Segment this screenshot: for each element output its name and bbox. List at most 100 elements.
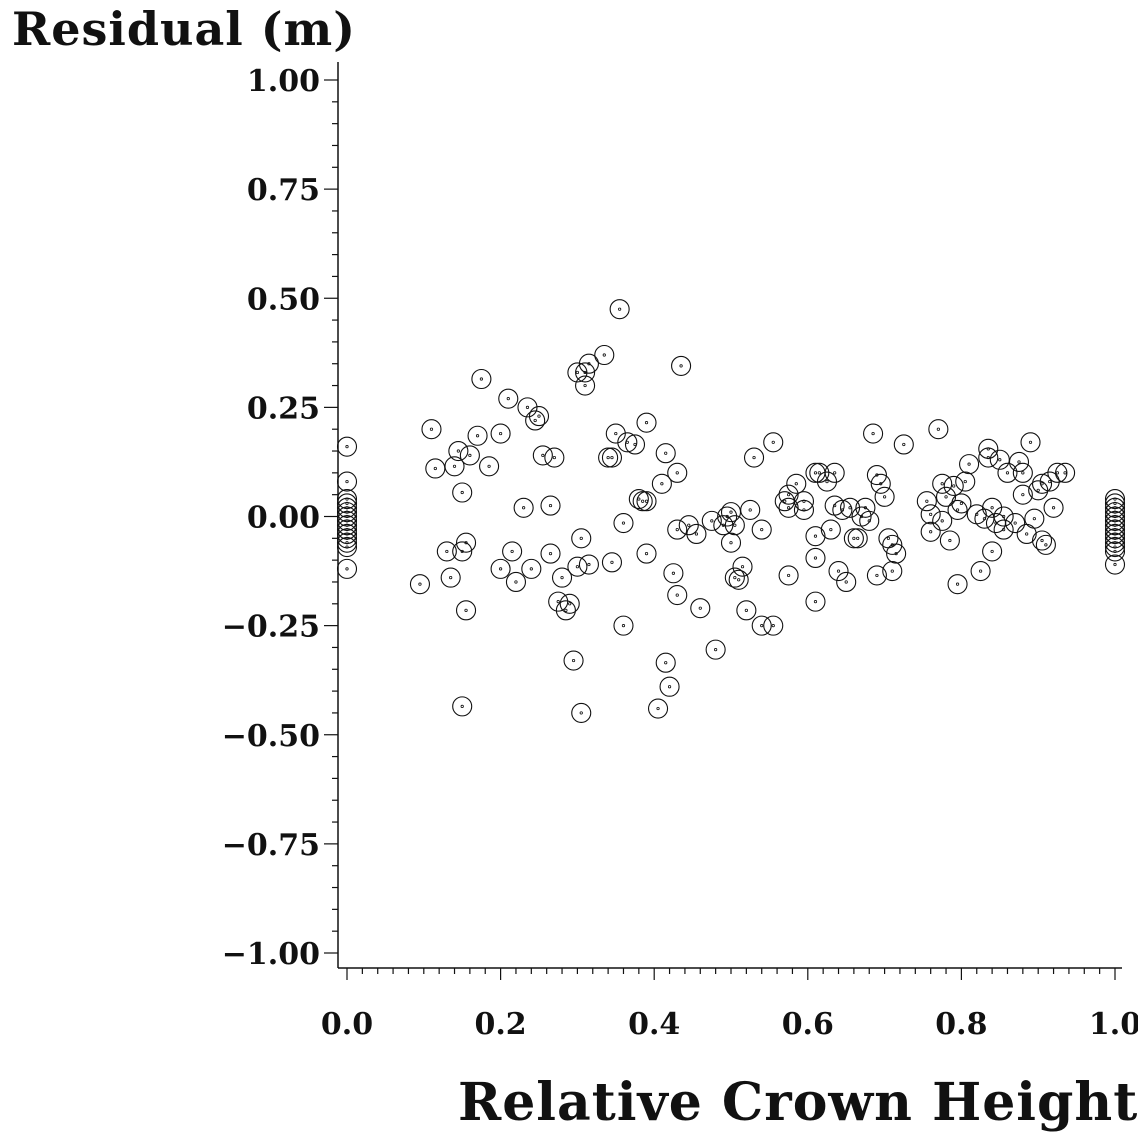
data-point-center bbox=[614, 431, 618, 436]
data-point-center bbox=[1113, 549, 1117, 554]
data-point bbox=[613, 615, 634, 636]
data-point-center bbox=[813, 534, 818, 538]
data-point-center bbox=[464, 541, 468, 545]
data-point-center bbox=[548, 552, 553, 556]
data-point-center bbox=[1002, 527, 1006, 532]
data-point bbox=[336, 506, 358, 527]
data-point-center bbox=[560, 576, 564, 580]
data-point-center bbox=[998, 458, 1002, 462]
data-point-center bbox=[1036, 488, 1040, 492]
data-point-center bbox=[1005, 471, 1010, 475]
data-point-center bbox=[894, 552, 898, 556]
data-point bbox=[1031, 473, 1053, 494]
data-point bbox=[859, 510, 880, 531]
data-point-center bbox=[621, 624, 626, 628]
data-point bbox=[916, 491, 937, 512]
data-point-center bbox=[621, 521, 626, 525]
data-point bbox=[793, 491, 815, 512]
data-point bbox=[540, 543, 561, 564]
data-point-center bbox=[452, 464, 457, 468]
data-point-center bbox=[468, 453, 472, 457]
data-point bbox=[774, 491, 795, 512]
data-point bbox=[943, 475, 964, 496]
data-point bbox=[663, 563, 684, 584]
data-point-center bbox=[579, 536, 583, 540]
data-point bbox=[632, 491, 653, 512]
data-point bbox=[490, 423, 511, 444]
data-point bbox=[336, 471, 358, 492]
data-point bbox=[1020, 432, 1041, 453]
data-point-center bbox=[644, 499, 649, 503]
data-point-center bbox=[829, 527, 833, 532]
data-point bbox=[1039, 471, 1060, 492]
data-point-center bbox=[882, 495, 887, 499]
data-point-center bbox=[902, 442, 906, 447]
data-point bbox=[601, 552, 623, 573]
data-point-center bbox=[345, 567, 349, 571]
data-point bbox=[920, 504, 941, 525]
data-point bbox=[820, 519, 841, 540]
data-point bbox=[336, 488, 358, 510]
data-point-center bbox=[836, 569, 841, 573]
data-point bbox=[1104, 523, 1126, 545]
data-point bbox=[636, 491, 657, 512]
data-point-center bbox=[729, 541, 733, 545]
data-point-center bbox=[429, 427, 434, 431]
data-point-center bbox=[487, 464, 491, 468]
data-point bbox=[1104, 497, 1126, 518]
data-point bbox=[743, 447, 765, 468]
data-point-center bbox=[879, 482, 883, 486]
data-point-center bbox=[740, 565, 745, 569]
data-point-center bbox=[667, 685, 672, 689]
data-point bbox=[667, 585, 688, 606]
data-point bbox=[548, 591, 569, 612]
data-point-center bbox=[1025, 532, 1029, 536]
data-point bbox=[878, 528, 899, 549]
data-point bbox=[847, 528, 868, 549]
data-point-center bbox=[679, 364, 683, 368]
data-point bbox=[863, 423, 884, 444]
data-point bbox=[336, 532, 358, 553]
data-point-center bbox=[618, 307, 622, 311]
data-point-center bbox=[660, 482, 664, 486]
data-point bbox=[763, 615, 784, 636]
data-point-center bbox=[1051, 506, 1056, 510]
data-point-center bbox=[744, 608, 748, 612]
y-tick-label: 0.50 bbox=[247, 282, 320, 317]
data-point bbox=[452, 541, 473, 562]
data-point-center bbox=[733, 576, 737, 580]
data-point-center bbox=[813, 471, 818, 475]
data-point-center bbox=[986, 455, 990, 460]
data-point-center bbox=[1040, 538, 1044, 543]
data-point bbox=[636, 412, 657, 433]
x-tick-label: 0.0 bbox=[321, 1007, 373, 1042]
data-point bbox=[1104, 510, 1126, 531]
data-point bbox=[336, 502, 358, 523]
data-point-center bbox=[675, 593, 679, 597]
data-point-center bbox=[456, 449, 460, 453]
data-point-center bbox=[967, 462, 971, 466]
data-point bbox=[805, 547, 826, 569]
data-point bbox=[997, 462, 1018, 483]
data-point-center bbox=[752, 455, 756, 460]
data-point-center bbox=[664, 661, 668, 665]
data-point bbox=[951, 493, 972, 514]
data-point bbox=[336, 537, 358, 558]
data-point bbox=[421, 419, 442, 440]
data-point bbox=[947, 574, 968, 595]
data-point bbox=[959, 454, 980, 475]
data-point bbox=[517, 397, 538, 418]
data-point bbox=[701, 510, 722, 531]
data-point-center bbox=[1113, 545, 1117, 549]
data-point-center bbox=[944, 495, 948, 499]
y-tick-label: −0.25 bbox=[222, 610, 320, 645]
data-point bbox=[490, 558, 511, 579]
data-point-center bbox=[1032, 517, 1036, 521]
data-point-center bbox=[802, 508, 806, 512]
data-point bbox=[882, 561, 903, 582]
data-point bbox=[628, 488, 649, 510]
scatter-plot: 1.00 0.75 0.50 0.25 0.00 −0.25 −0.50 −0.75 −1.00… bbox=[222, 62, 1138, 1042]
x-tick-label: 0.2 bbox=[474, 1007, 526, 1042]
data-point bbox=[855, 497, 876, 518]
data-point-center bbox=[833, 471, 837, 475]
